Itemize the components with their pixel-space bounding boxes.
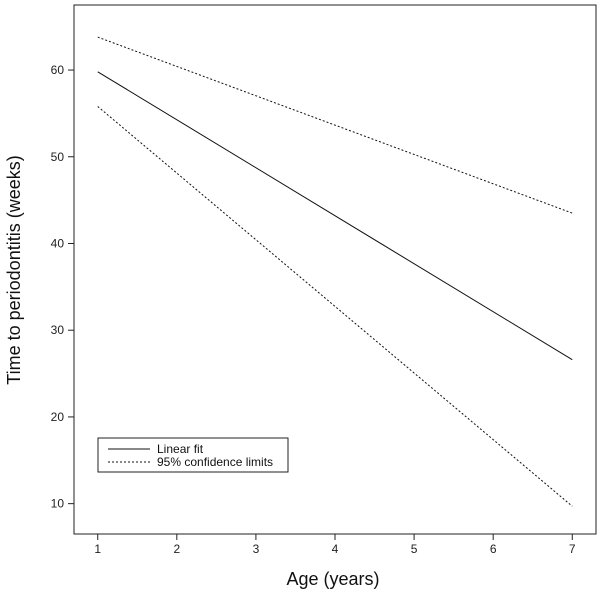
x-tick-label: 7 — [569, 542, 576, 556]
y-tick-label: 30 — [51, 323, 65, 337]
x-tick-label: 5 — [411, 542, 418, 556]
y-tick-label: 50 — [51, 150, 65, 164]
legend-box — [97, 437, 289, 473]
x-tick-label: 4 — [332, 542, 339, 556]
series-line-linear-fit — [97, 71, 573, 361]
legend-label-linear-fit: Linear fit — [157, 442, 204, 456]
x-tick-label: 1 — [94, 542, 101, 556]
y-tick-label: 60 — [51, 63, 65, 77]
x-tick-label: 3 — [253, 542, 260, 556]
legend-label-confidence-limits: 95% confidence limits — [157, 455, 273, 469]
x-tick-label: 6 — [490, 542, 497, 556]
x-axis-title: Age (years) — [286, 569, 379, 589]
series-line-upper-confidence-limit — [97, 36, 573, 214]
y-axis-title: Time to periodontitis (weeks) — [4, 155, 24, 384]
x-tick-label: 2 — [173, 542, 180, 556]
series-line-lower-confidence-limit — [97, 106, 573, 507]
legend: Linear fit 95% confidence limits — [97, 437, 289, 473]
y-tick-label: 40 — [51, 236, 65, 250]
y-tick-label: 10 — [51, 497, 65, 511]
y-tick-label: 20 — [51, 410, 65, 424]
